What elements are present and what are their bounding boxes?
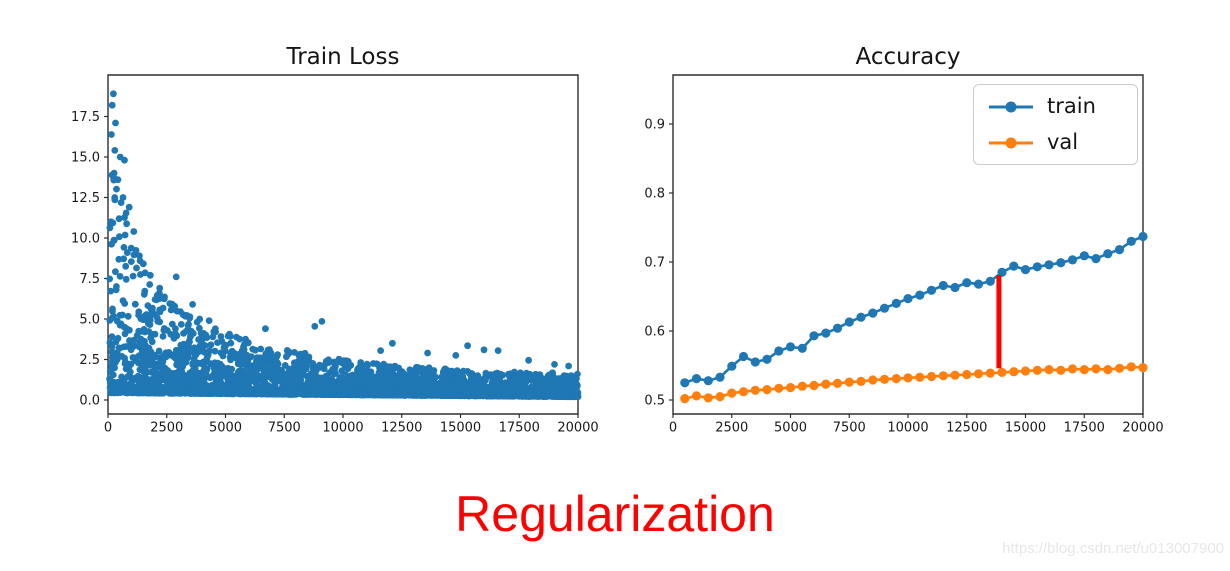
accuracy-chart: 0 2500 5000 7500 10000 12500 15000 17500 20000 0.… <box>644 74 1164 436</box>
legend-item-val: val <box>988 130 1123 155</box>
x-tick-label: 15000 <box>1005 421 1046 436</box>
y-tick-label: 2.5 <box>79 353 100 368</box>
x-tick-label: 17500 <box>499 421 540 436</box>
x-tick-label: 10000 <box>322 421 363 436</box>
accuracy-title: Accuracy <box>855 44 961 70</box>
y-tick-label: 7.5 <box>79 272 100 287</box>
x-tick-label: 17500 <box>1064 421 1105 436</box>
train-loss-title: Train Loss <box>286 44 400 70</box>
y-tick-label: 0.0 <box>79 394 100 409</box>
watermark: https://blog.csdn.net/u013007900 <box>1002 540 1224 557</box>
y-tick-label: 0.6 <box>644 325 665 340</box>
x-tick-label: 15000 <box>440 421 481 436</box>
series-val <box>680 362 1148 404</box>
y-tick-label: 5.0 <box>79 313 100 328</box>
caption: Regularization <box>455 486 775 542</box>
x-tick-label: 20000 <box>1122 421 1163 436</box>
x-tick-label: 7500 <box>833 421 866 436</box>
y-tick-label: 15.0 <box>71 151 100 166</box>
overfit-gap-line <box>996 275 1002 369</box>
x-tick-label: 20000 <box>557 421 598 436</box>
legend: train val <box>973 84 1138 166</box>
legend-label-train: train <box>1047 94 1096 118</box>
x-tick-label: 10000 <box>887 421 928 436</box>
x-tick-label: 12500 <box>381 421 422 436</box>
y-tick-label: 0.7 <box>644 256 665 271</box>
legend-marker-train <box>988 100 1034 114</box>
line-train <box>684 235 1144 385</box>
y-tick-label: 0.8 <box>644 187 665 202</box>
legend-marker-val <box>988 136 1034 150</box>
scatter-points <box>106 90 582 401</box>
x-tick-label: 7500 <box>268 421 301 436</box>
x-tick-label: 5000 <box>774 421 807 436</box>
x-tick-label: 5000 <box>209 421 242 436</box>
markers-train <box>680 231 1148 388</box>
x-axis-ticks: 0 2500 5000 7500 10000 12500 15000 17500 20000 <box>104 414 599 436</box>
x-tick-label: 0 <box>104 421 112 436</box>
y-tick-label: 0.5 <box>644 394 665 409</box>
x-tick-label: 2500 <box>715 421 748 436</box>
x-tick-label: 2500 <box>150 421 183 436</box>
x-tick-label: 12500 <box>946 421 987 436</box>
y-axis-ticks: 0.0 2.5 5.0 7.5 10.0 12.5 15.0 17.5 <box>71 110 108 409</box>
series-train <box>680 231 1148 388</box>
train-loss-chart: 0 2500 5000 7500 10000 12500 15000 17500 20000 0.… <box>71 74 599 436</box>
y-tick-label: 12.5 <box>71 191 100 206</box>
y-axis-ticks: 0.5 0.6 0.7 0.8 0.9 <box>644 118 673 409</box>
legend-label-val: val <box>1047 130 1079 155</box>
y-tick-label: 10.0 <box>71 232 100 247</box>
y-tick-label: 17.5 <box>71 110 100 125</box>
y-tick-label: 0.9 <box>644 118 665 133</box>
legend-item-train: train <box>988 94 1123 118</box>
x-axis-ticks: 0 2500 5000 7500 10000 12500 15000 17500 20000 <box>669 414 1164 436</box>
line-val <box>684 365 1144 400</box>
markers-val <box>680 362 1148 404</box>
x-tick-label: 0 <box>669 421 677 436</box>
